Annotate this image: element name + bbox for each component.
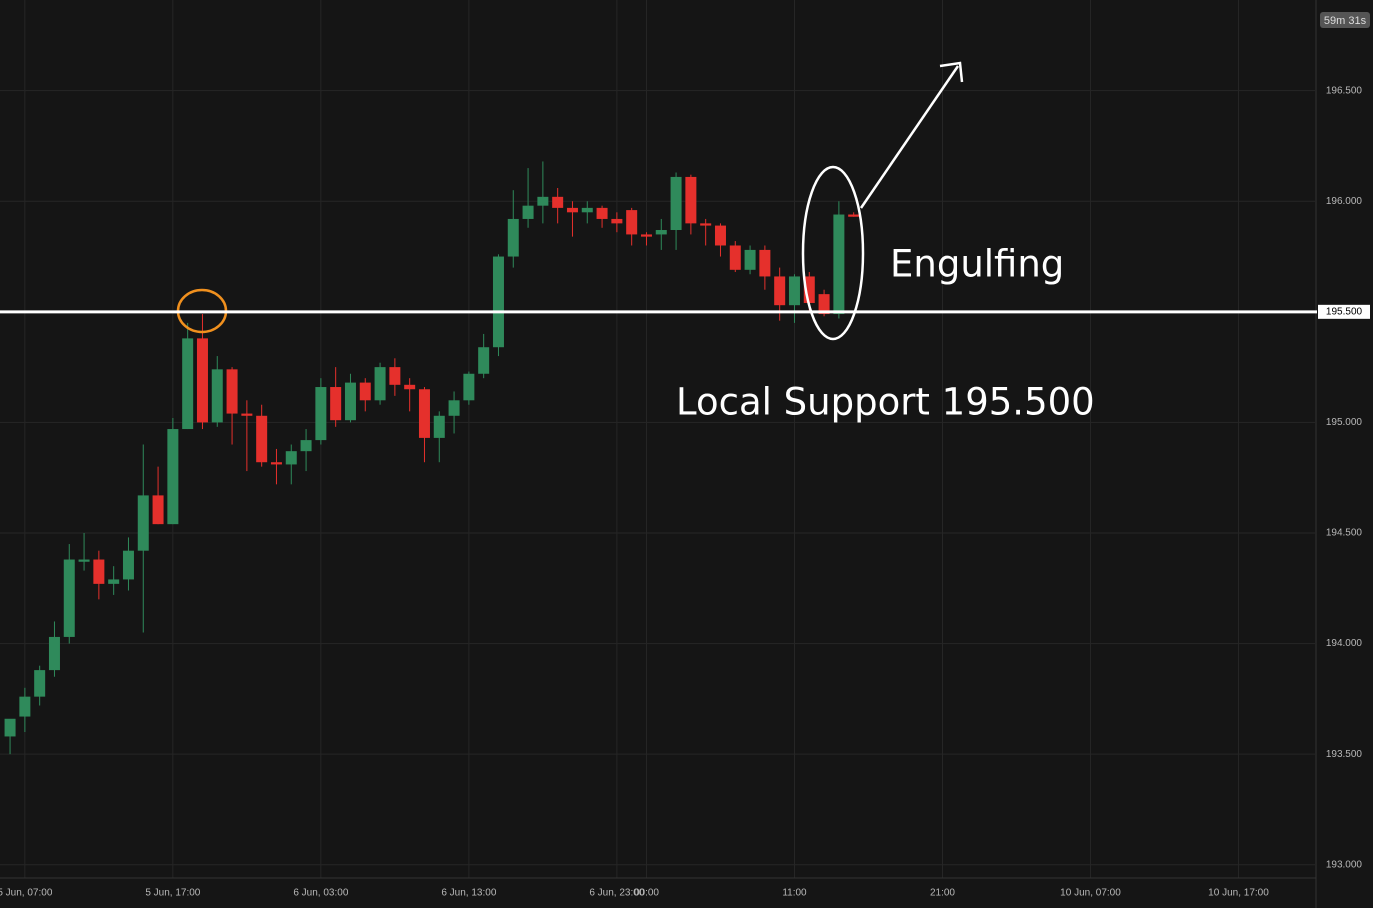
candle-body <box>196 338 208 423</box>
candle-body <box>818 294 830 315</box>
x-tick-label: 6 Jun, 23:00 <box>589 888 644 899</box>
candle-body <box>78 559 90 562</box>
candle-body <box>285 451 297 465</box>
candle-body <box>404 384 416 390</box>
annotation: Engulfing <box>890 243 1064 286</box>
y-tick-label: 194.500 <box>1326 528 1363 539</box>
x-tick-label: 00:00 <box>634 888 659 899</box>
candle-body <box>492 256 504 348</box>
x-tick-label: 5 Jun, 07:00 <box>0 888 53 899</box>
candle-body <box>137 495 149 551</box>
candle-body <box>330 387 342 421</box>
candle-body <box>152 495 164 525</box>
candle-body <box>315 387 327 441</box>
candle-body <box>596 207 608 219</box>
candle-body <box>700 223 712 226</box>
candle-body <box>626 210 638 235</box>
candle-body <box>566 207 578 213</box>
candle-body <box>685 176 697 224</box>
candle-body <box>300 440 312 452</box>
candle-body <box>4 718 16 737</box>
candle-body <box>344 382 356 421</box>
candle-body <box>670 176 682 231</box>
candle-body <box>182 338 194 430</box>
candle-body <box>122 550 134 580</box>
candle-body <box>226 369 238 414</box>
candle-body <box>270 462 282 465</box>
countdown: 59m 31s <box>1324 15 1367 27</box>
candle-body <box>714 225 726 246</box>
y-tick-label: 195.000 <box>1326 417 1363 428</box>
candle-body <box>418 389 430 438</box>
candle-body <box>729 245 741 270</box>
candle-body <box>108 579 120 584</box>
candle-body <box>581 207 593 213</box>
candle-body <box>389 367 401 385</box>
candle-body <box>507 218 519 257</box>
candle-body <box>640 234 652 237</box>
x-tick-label: 11:00 <box>782 888 807 899</box>
y-tick-label: 196.000 <box>1326 196 1363 207</box>
candle-body <box>788 276 800 306</box>
countdown-badge <box>1320 12 1370 28</box>
candle-body <box>374 367 386 401</box>
highlight-ellipse <box>801 165 865 341</box>
y-tick-label: 193.000 <box>1326 859 1363 870</box>
candle-body <box>848 214 860 217</box>
price-label-box <box>1318 304 1370 319</box>
annotation: Local Support 195.500 <box>676 381 1095 424</box>
arrow-head <box>939 61 964 83</box>
candle-body <box>552 196 564 208</box>
candle-body <box>256 415 268 463</box>
candle-body <box>774 276 786 306</box>
candle-body <box>241 413 253 416</box>
x-tick-label: 21:00 <box>930 888 955 899</box>
price-label: 195.500 <box>1326 306 1363 317</box>
candle-body <box>211 369 223 423</box>
x-tick-label: 5 Jun, 17:00 <box>145 888 200 899</box>
y-tick-label: 194.000 <box>1326 638 1363 649</box>
candle-body <box>803 276 815 303</box>
candle-body <box>93 559 105 584</box>
candle-body <box>19 696 31 717</box>
candle-body <box>537 196 549 206</box>
candle-body <box>34 670 46 697</box>
x-tick-label: 6 Jun, 03:00 <box>293 888 348 899</box>
candle-body <box>655 230 667 235</box>
candle-body <box>522 205 534 219</box>
candle-body <box>167 429 179 525</box>
x-tick-label: 10 Jun, 07:00 <box>1060 888 1121 899</box>
candle-body <box>744 249 756 270</box>
candle-body <box>833 214 845 315</box>
y-tick-label: 196.500 <box>1326 85 1363 96</box>
candle-body <box>759 249 771 277</box>
candle-body <box>359 382 371 401</box>
candle-body <box>448 400 460 416</box>
candle-body <box>63 559 75 637</box>
x-tick-label: 6 Jun, 13:00 <box>441 888 496 899</box>
candles <box>4 161 860 755</box>
candle-body <box>433 415 445 438</box>
x-tick-label: 10 Jun, 17:00 <box>1208 888 1269 899</box>
y-tick-label: 193.500 <box>1326 749 1363 760</box>
candle-body <box>48 636 60 671</box>
candle-body <box>611 218 623 224</box>
candle-body <box>478 347 490 374</box>
arrow <box>859 65 960 209</box>
candle-body <box>463 373 475 401</box>
